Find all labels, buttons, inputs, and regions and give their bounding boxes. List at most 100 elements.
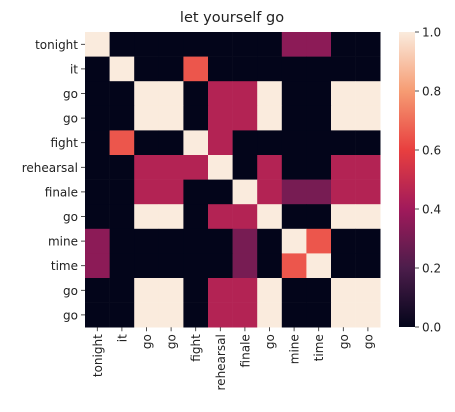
heatmap-cell [85, 302, 110, 328]
heatmap-cell [281, 32, 307, 57]
y-tick-label: go [63, 284, 78, 298]
colorbar [399, 32, 415, 327]
heatmap-cell [158, 130, 184, 156]
heatmap-cell [281, 105, 307, 131]
heatmap-cell [109, 105, 135, 131]
heatmap-cell [281, 228, 307, 254]
y-tick-label: tonight [35, 38, 78, 52]
heatmap-cell [257, 130, 283, 156]
heatmap-cell [331, 228, 356, 254]
heatmap-cell [85, 32, 110, 57]
heatmap-cell [208, 56, 233, 82]
heatmap-cell [208, 130, 233, 156]
x-tick-label: go [140, 334, 154, 349]
heatmap-cell [183, 155, 209, 180]
heatmap-cell [281, 302, 307, 328]
heatmap-cell [306, 204, 332, 230]
x-tick-label: go [165, 334, 179, 349]
heatmap-cell [232, 179, 258, 205]
heatmap-cell [183, 130, 209, 156]
heatmap-cell [355, 155, 381, 180]
heatmap-cell [109, 253, 135, 279]
colorbar-tick-label: 0.0 [422, 321, 441, 335]
heatmap-cell [331, 155, 356, 180]
heatmap-cell [183, 56, 209, 82]
heatmap-cell [158, 204, 184, 230]
y-tick-label: go [63, 87, 78, 101]
colorbar-tick-label: 1.0 [422, 26, 441, 40]
heatmap-cell [109, 32, 135, 57]
heatmap-cell [306, 56, 332, 82]
heatmap-cell [85, 56, 110, 82]
heatmap-cell [257, 228, 283, 254]
heatmap-cell [355, 130, 381, 156]
x-tick-label: it [115, 334, 129, 342]
heatmap-cell [109, 278, 135, 303]
x-tick-label: go [337, 334, 351, 349]
heatmap-cell [158, 32, 184, 57]
heatmap-cell [306, 130, 332, 156]
heatmap-cell [281, 253, 307, 279]
y-tick-label: mine [48, 235, 78, 249]
heatmap-cell [281, 56, 307, 82]
heatmap-cell [306, 32, 332, 57]
heatmap-cell [208, 204, 233, 230]
heatmap-cell [257, 204, 283, 230]
heatmap-cell [109, 81, 135, 107]
heatmap-cell [109, 302, 135, 328]
x-tick-label: fight [189, 334, 203, 362]
heatmap-cell [134, 155, 160, 180]
heatmap-cell [257, 56, 283, 82]
heatmap-cell [134, 228, 160, 254]
y-tick-labels: tonight it go go fight rehearsal finale go mine t… [22, 38, 85, 322]
heatmap-cell [306, 179, 332, 205]
heatmap-cell [183, 32, 209, 57]
heatmap-cell [85, 179, 110, 205]
heatmap-cell [183, 81, 209, 107]
heatmap-cell [331, 302, 356, 328]
heatmap-cell [257, 253, 283, 279]
heatmap-cell [85, 105, 110, 131]
heatmap-cell [158, 179, 184, 205]
heatmap-cell [232, 302, 258, 328]
heatmap-cell [257, 155, 283, 180]
heatmap-cell [232, 105, 258, 131]
heatmap-cell [331, 105, 356, 131]
heatmap-cell [355, 253, 381, 279]
heatmap-cell [257, 81, 283, 107]
heatmap-cell [109, 179, 135, 205]
heatmap-cell [134, 253, 160, 279]
heatmap-cell [306, 302, 332, 328]
heatmap-cell [183, 179, 209, 205]
heatmap-cell [158, 81, 184, 107]
heatmap-cell [109, 204, 135, 230]
heatmap-cell [134, 130, 160, 156]
y-tick-label: finale [45, 185, 78, 199]
heatmap-cell [331, 32, 356, 57]
heatmap-cell [183, 228, 209, 254]
heatmap-cell [257, 105, 283, 131]
heatmap-cell [85, 130, 110, 156]
y-tick-label: it [70, 62, 78, 76]
heatmap-cell [134, 179, 160, 205]
y-tick-label: time [51, 259, 78, 273]
heatmap-cell [331, 130, 356, 156]
x-tick-label: go [263, 334, 277, 349]
heatmap-cell [355, 105, 381, 131]
heatmap-cell [232, 155, 258, 180]
heatmap-cell [109, 130, 135, 156]
heatmap-cell [208, 179, 233, 205]
chart-title: let yourself go [180, 10, 284, 26]
heatmap-cell [158, 228, 184, 254]
heatmap-cell [134, 81, 160, 107]
heatmap-cell [257, 278, 283, 303]
heatmap-cell [355, 278, 381, 303]
heatmap-cell [85, 228, 110, 254]
heatmap-cell [355, 81, 381, 107]
heatmap-cell [85, 278, 110, 303]
heatmap-cell [158, 56, 184, 82]
heatmap-cell [208, 228, 233, 254]
heatmap-cell [183, 253, 209, 279]
heatmap-cell [331, 81, 356, 107]
